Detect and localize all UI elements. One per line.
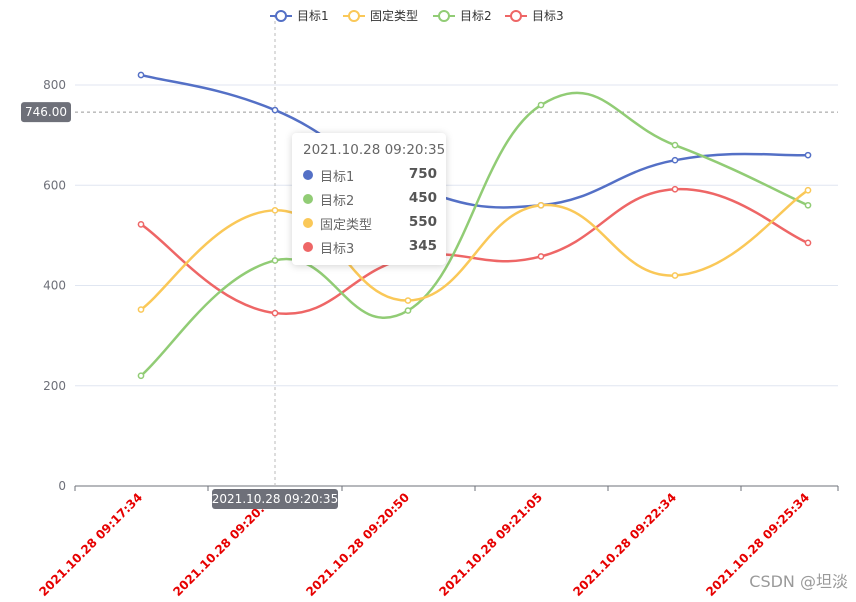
series-dot bbox=[303, 218, 313, 228]
series-dot bbox=[303, 194, 313, 204]
series-line bbox=[140, 188, 809, 316]
tooltip-row-2: 目标2 450 bbox=[303, 189, 437, 209]
series-dot bbox=[303, 242, 313, 252]
y-tick-label: 200 bbox=[43, 379, 66, 393]
tooltip-series-name: 固定类型 bbox=[320, 218, 373, 233]
tooltip-series-value: 345 bbox=[408, 238, 437, 254]
series-line bbox=[140, 189, 809, 311]
pointer-y-label: 746.00 bbox=[21, 102, 71, 123]
x-tick-label: 2021.10.28 09:21:05 bbox=[436, 490, 545, 599]
data-point[interactable] bbox=[271, 206, 279, 214]
x-tick-label: 2021.10.28 09:17:34 bbox=[36, 490, 145, 599]
data-point[interactable] bbox=[271, 106, 279, 114]
legend-marker bbox=[510, 10, 522, 22]
data-point[interactable] bbox=[537, 253, 545, 260]
tooltip-series-name: 目标3 bbox=[320, 242, 355, 257]
data-point[interactable] bbox=[137, 306, 145, 313]
tooltip-series-value: 550 bbox=[408, 214, 437, 230]
data-point[interactable] bbox=[537, 101, 545, 109]
tooltip-series-name: 目标1 bbox=[320, 170, 355, 185]
tooltip-row-1: 目标1 750 bbox=[303, 165, 437, 185]
data-point[interactable] bbox=[271, 257, 279, 264]
data-point[interactable] bbox=[404, 307, 412, 314]
legend-label: 目标3 bbox=[532, 9, 564, 23]
pointer-x-label-text: 2021.10.28 09:20:35 bbox=[212, 492, 338, 506]
watermark: CSDN @坦淡 bbox=[749, 572, 848, 591]
legend-label: 固定类型 bbox=[370, 8, 418, 23]
tooltip-series-value: 750 bbox=[408, 166, 437, 182]
y-tick-label: 800 bbox=[43, 78, 66, 92]
data-point[interactable] bbox=[137, 71, 145, 79]
tooltip: 2021.10.28 09:20:35 目标1 750 目标2 450 固定类型… bbox=[292, 133, 446, 265]
y-tick-label: 600 bbox=[43, 178, 66, 192]
tooltip-title: 2021.10.28 09:20:35 bbox=[303, 142, 446, 158]
legend-marker bbox=[438, 10, 450, 22]
data-point[interactable] bbox=[671, 141, 679, 149]
legend-item[interactable]: 目标1 bbox=[270, 9, 329, 23]
legend-item[interactable]: 固定类型 bbox=[343, 8, 418, 23]
legend-label: 目标2 bbox=[460, 9, 492, 23]
pointer-x-label: 2021.10.28 09:20:35 bbox=[212, 489, 338, 509]
data-point[interactable] bbox=[804, 151, 812, 159]
series-dot bbox=[303, 170, 313, 180]
data-point[interactable] bbox=[137, 220, 145, 228]
legend-item[interactable]: 目标3 bbox=[505, 9, 564, 23]
data-point[interactable] bbox=[804, 239, 812, 247]
x-tick-label: 2021.10.28 09:22:34 bbox=[570, 490, 679, 599]
legend-marker bbox=[348, 10, 360, 22]
data-point[interactable] bbox=[537, 201, 545, 209]
data-point[interactable] bbox=[671, 272, 679, 279]
y-tick-label: 0 bbox=[58, 479, 66, 493]
data-point[interactable] bbox=[804, 186, 812, 194]
series-line bbox=[140, 73, 809, 209]
pointer-y-label-bg bbox=[21, 102, 71, 123]
series-line bbox=[140, 91, 809, 377]
pointer-y-label-text: 746.00 bbox=[25, 105, 67, 119]
tooltip-series-value: 450 bbox=[408, 190, 437, 206]
legend-marker bbox=[275, 10, 287, 22]
tooltip-row-4: 目标3 345 bbox=[303, 237, 437, 257]
data-point[interactable] bbox=[671, 185, 679, 193]
legend-item[interactable]: 目标2 bbox=[433, 9, 492, 23]
data-point[interactable] bbox=[804, 201, 812, 209]
data-point[interactable] bbox=[137, 372, 145, 380]
data-point[interactable] bbox=[404, 297, 412, 304]
pointer-x-label-bg bbox=[212, 489, 338, 509]
tooltip-series-name: 目标2 bbox=[320, 194, 355, 209]
grid bbox=[75, 84, 838, 487]
legend-label: 目标1 bbox=[297, 9, 329, 23]
y-tick-label: 400 bbox=[43, 279, 66, 293]
data-point[interactable] bbox=[271, 309, 279, 317]
tooltip-row-3: 固定类型 550 bbox=[303, 213, 437, 233]
data-point[interactable] bbox=[671, 156, 679, 164]
